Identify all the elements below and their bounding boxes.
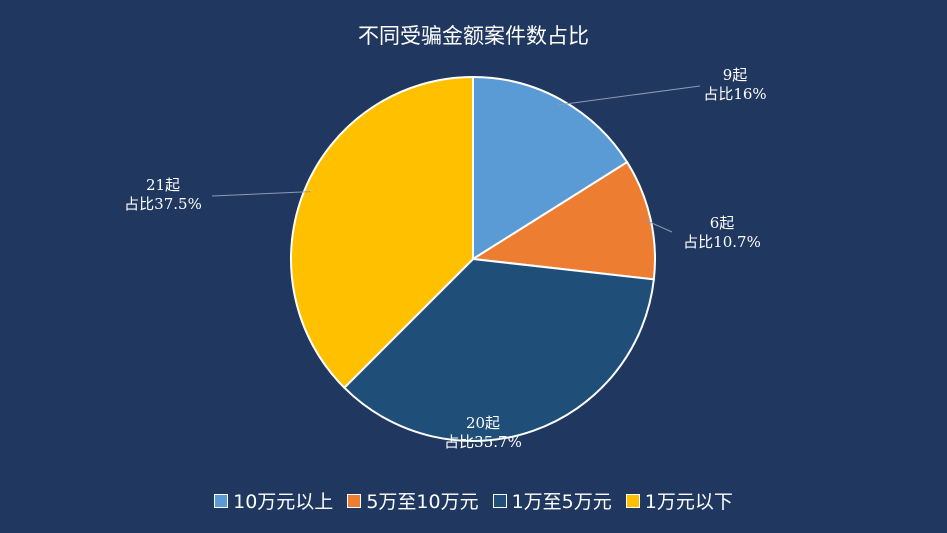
legend-label-3: 1万至5万元: [511, 491, 612, 513]
legend-label-2: 5万至10万元: [366, 491, 479, 513]
leader-line-2: [644, 219, 673, 233]
pie-slice-4: [290, 75, 474, 390]
data-label-share-1: 占比16%: [703, 85, 766, 103]
legend-swatch-1: [214, 493, 229, 508]
data-label-count-3: 20起: [466, 414, 500, 432]
legend-swatch-2: [347, 493, 362, 508]
pie-slice-2: [470, 160, 656, 281]
legend-label-4: 1万元以下: [644, 491, 733, 513]
leader-line-4: [211, 191, 311, 197]
legend-item-4: 1万元以下: [625, 487, 733, 514]
pie-slice-3: [342, 257, 655, 442]
legend-item-1: 10万元以上: [214, 487, 333, 514]
data-label-share-3: 占比35.7%: [444, 433, 522, 451]
chart-legend: 10万元以上 5万至10万元 1万至5万元 1万元以下: [0, 487, 947, 514]
data-label-count-2: 6起: [710, 214, 735, 232]
legend-item-2: 5万至10万元: [347, 487, 479, 514]
legend-item-3: 1万至5万元: [492, 487, 612, 514]
chart-title: 不同受骗金额案件数占比: [358, 24, 589, 48]
data-label-count-1: 9起: [723, 66, 748, 84]
legend-swatch-3: [492, 493, 507, 508]
legend-label-1: 10万元以上: [233, 491, 334, 513]
data-label-share-4: 占比37.5%: [124, 195, 202, 213]
legend-swatch-4: [625, 493, 640, 508]
data-label-count-4: 21起: [146, 176, 180, 194]
pie-slice-1: [472, 75, 629, 261]
leader-line-1: [558, 85, 701, 106]
data-label-share-2: 占比10.7%: [683, 233, 761, 251]
